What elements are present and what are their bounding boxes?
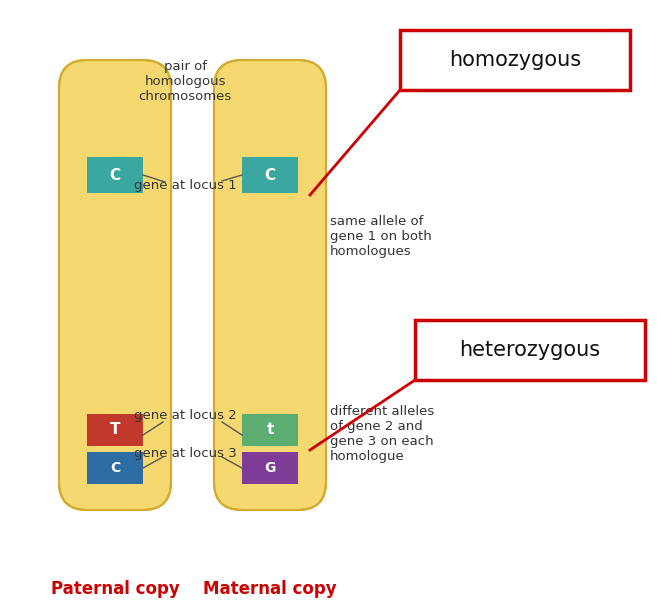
Bar xyxy=(242,414,298,446)
Text: t: t xyxy=(266,423,274,437)
Text: Maternal copy: Maternal copy xyxy=(203,580,337,598)
Text: G: G xyxy=(264,461,276,475)
Bar xyxy=(400,30,630,90)
Text: gene at locus 3: gene at locus 3 xyxy=(133,447,237,460)
Text: C: C xyxy=(264,168,275,182)
Bar xyxy=(242,157,298,193)
Bar xyxy=(87,452,143,484)
Bar xyxy=(415,320,645,380)
Bar xyxy=(242,452,298,484)
Text: C: C xyxy=(110,461,120,475)
FancyBboxPatch shape xyxy=(59,60,171,510)
Text: heterozygous: heterozygous xyxy=(459,340,600,360)
Text: same allele of
gene 1 on both
homologues: same allele of gene 1 on both homologues xyxy=(330,215,432,258)
Text: homozygous: homozygous xyxy=(449,50,581,70)
FancyBboxPatch shape xyxy=(214,60,326,510)
Text: different alleles
of gene 2 and
gene 3 on each
homologue: different alleles of gene 2 and gene 3 o… xyxy=(330,405,434,463)
Text: T: T xyxy=(110,423,120,437)
Text: pair of
homologous
chromosomes: pair of homologous chromosomes xyxy=(139,60,232,103)
Text: C: C xyxy=(110,168,121,182)
Text: gene at locus 1: gene at locus 1 xyxy=(133,179,237,192)
Text: Paternal copy: Paternal copy xyxy=(51,580,179,598)
Bar xyxy=(87,414,143,446)
Bar xyxy=(87,157,143,193)
Text: gene at locus 2: gene at locus 2 xyxy=(133,408,237,421)
